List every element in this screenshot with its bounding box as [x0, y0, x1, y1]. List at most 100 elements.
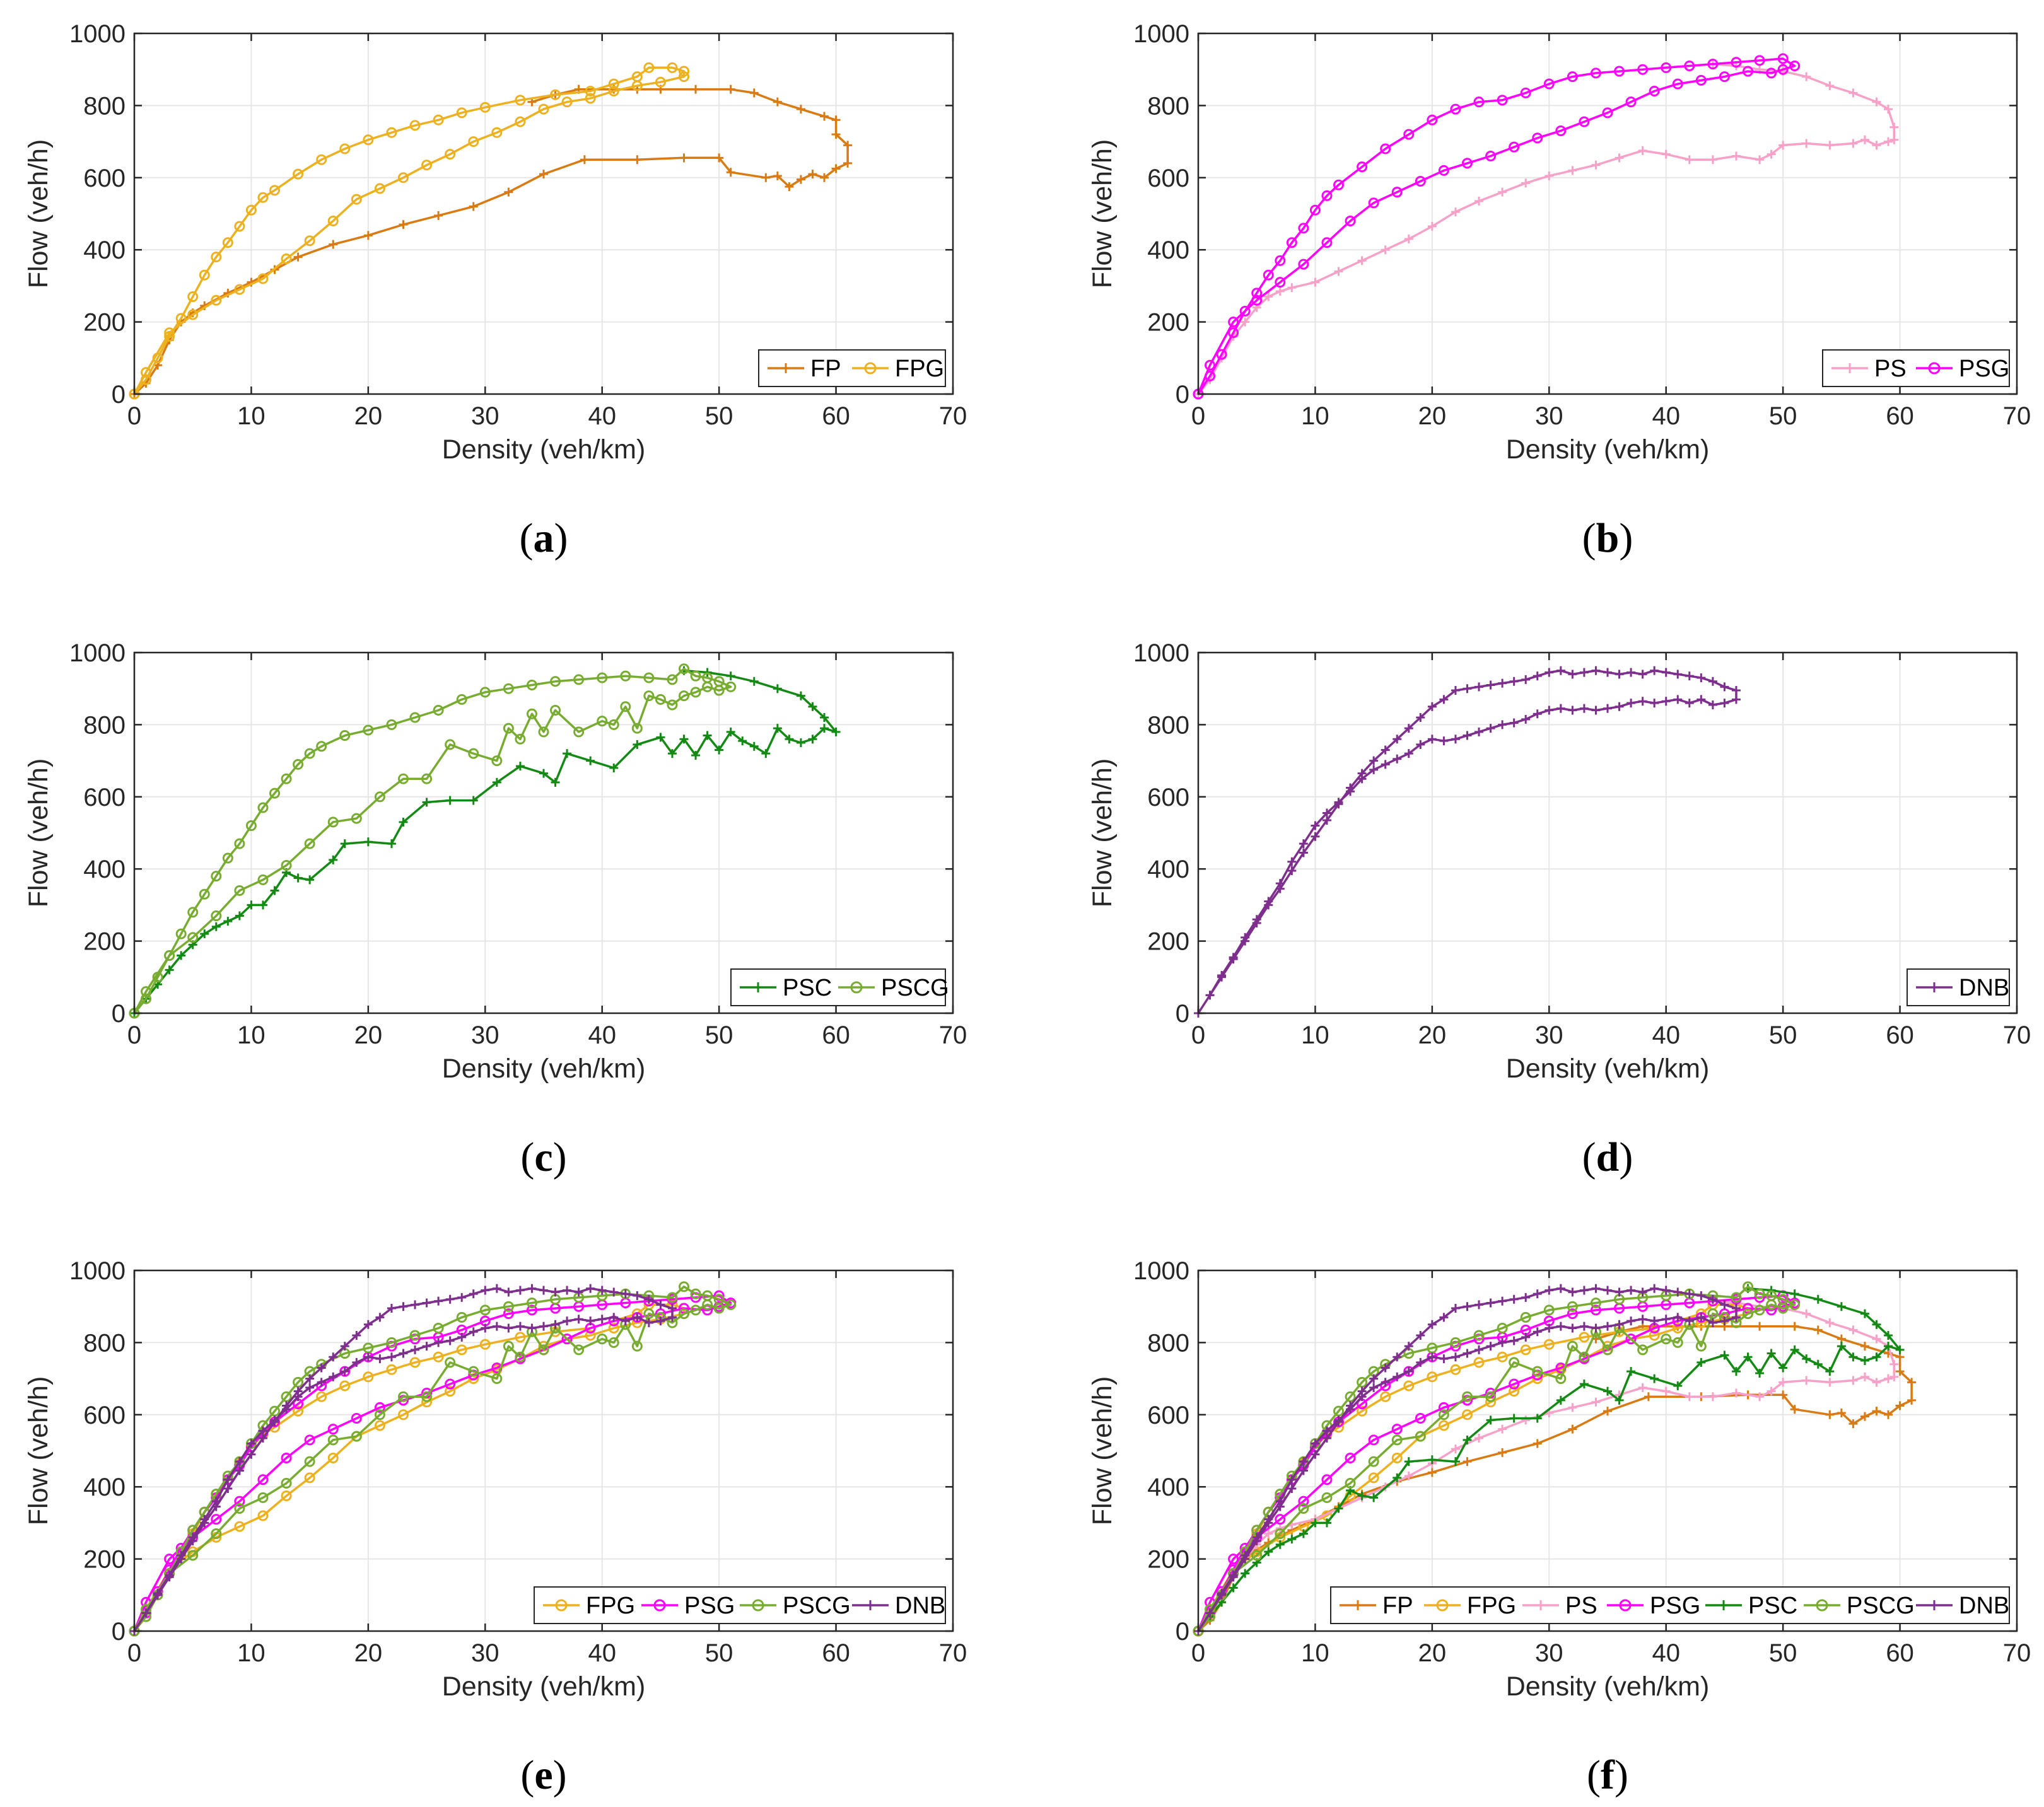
- data-point-FP: [434, 211, 443, 220]
- data-point-PSCG: [1357, 1376, 1368, 1388]
- y-tick-label: 0: [1176, 381, 1189, 409]
- data-point-FP: [785, 182, 794, 192]
- data-point-PSG: [1438, 165, 1449, 176]
- data-point-PSG: [1579, 116, 1590, 127]
- data-point-DNB: [165, 1571, 174, 1580]
- data-point-PSCG: [468, 748, 479, 759]
- legend-marker-PSG: [653, 1599, 666, 1612]
- panel-c: 0 10 20 30 40 50 60 70 0 200 400 600 800 1000 Density …: [23, 639, 967, 1180]
- data-point-PSG: [1661, 62, 1672, 73]
- y-tick-label: 1000: [69, 639, 126, 667]
- data-point-PSC: [387, 839, 396, 849]
- data-point-DNB: [1708, 1318, 1717, 1327]
- panel-caption: (d): [1582, 1134, 1633, 1180]
- data-point-PS: [1334, 267, 1343, 276]
- data-point-DNB: [1498, 1338, 1507, 1347]
- data-point-DNB: [1311, 1439, 1320, 1448]
- data-point-DNB: [1615, 702, 1624, 711]
- data-point-FPG: [468, 136, 479, 148]
- data-point-PS: [1802, 1376, 1811, 1385]
- data-point-PSCG: [1731, 1292, 1742, 1303]
- data-point-FPG: [304, 1472, 315, 1484]
- data-point-DNB: [363, 1320, 373, 1329]
- data-point-FPG: [316, 154, 327, 165]
- data-point-DNB: [1299, 848, 1308, 857]
- data-point-PSG: [1357, 161, 1368, 173]
- data-point-DNB: [141, 1608, 151, 1618]
- data-point-FPG: [608, 86, 619, 97]
- data-point-PSC: [270, 886, 279, 895]
- y-tick-label: 0: [112, 381, 126, 409]
- data-point-FPG: [141, 367, 152, 378]
- x-tick-label: 20: [1418, 1021, 1447, 1049]
- data-point-DNB: [1404, 1367, 1413, 1376]
- data-point-DNB: [539, 1322, 548, 1331]
- data-point-PSCG: [1754, 1288, 1765, 1299]
- data-point-PS: [1825, 1318, 1835, 1327]
- data-point-DNB: [1498, 678, 1507, 688]
- data-point-PS: [1731, 151, 1741, 161]
- data-point-DNB: [434, 1338, 443, 1347]
- data-point-DNB: [527, 1323, 537, 1333]
- y-axis-title: Flow (veh/h): [1087, 1376, 1118, 1526]
- panel-caption: (a): [520, 515, 568, 561]
- data-point-PSC: [211, 922, 221, 931]
- data-point-DNB: [609, 1313, 619, 1322]
- data-point-PSC: [808, 735, 817, 744]
- data-point-FPG: [585, 1330, 596, 1341]
- data-point-DNB: [399, 1349, 408, 1358]
- data-point-PSCG: [713, 685, 725, 696]
- x-tick-label: 60: [1886, 1639, 1914, 1667]
- legend-label-PSCG: PSCG: [783, 1593, 851, 1619]
- data-point-PSCG: [397, 773, 409, 784]
- data-point-PSCG: [1579, 1351, 1590, 1363]
- data-point-FP: [1872, 1407, 1881, 1416]
- data-point-PSCG: [281, 773, 292, 784]
- y-tick-label: 800: [83, 1329, 126, 1357]
- data-point-DNB: [1685, 699, 1694, 708]
- data-point-PSG: [1380, 143, 1391, 154]
- data-point-PSCG: [667, 699, 678, 711]
- data-point-FP: [1907, 1378, 1917, 1387]
- data-point-FP: [1463, 1457, 1472, 1467]
- data-point-PSC: [1404, 1457, 1413, 1467]
- x-axis-title: Density (veh/km): [442, 1054, 646, 1084]
- data-point-FPG: [234, 284, 245, 295]
- data-point-DNB: [1369, 756, 1379, 765]
- data-point-DNB: [1708, 700, 1717, 709]
- data-point-DNB: [1661, 1315, 1671, 1324]
- data-point-PSC: [820, 724, 829, 733]
- data-point-PSC: [1697, 1357, 1706, 1367]
- data-point-PSCG: [281, 859, 292, 871]
- data-point-FPG: [608, 1323, 619, 1334]
- data-point-PSCG: [608, 719, 619, 730]
- data-point-PSC: [703, 731, 712, 740]
- data-point-PSC: [1427, 1455, 1437, 1465]
- data-point-PSCG: [1637, 1344, 1649, 1356]
- data-point-PSCG: [679, 1281, 690, 1293]
- data-point-DNB: [656, 1300, 665, 1310]
- data-point-PSG: [211, 1514, 222, 1525]
- data-point-PSC: [1872, 1352, 1881, 1362]
- plot-area: [134, 653, 953, 1013]
- data-point-PS: [1872, 1378, 1881, 1387]
- data-point-PSCG: [1777, 1303, 1789, 1314]
- data-point-PSG: [1766, 67, 1777, 79]
- data-point-PSCG: [363, 724, 374, 736]
- data-point-PSCG: [1766, 1299, 1777, 1310]
- data-point-PS: [1848, 1325, 1858, 1335]
- data-point-FP: [1837, 1408, 1846, 1417]
- data-point-PSG: [1415, 176, 1426, 187]
- data-point-PSC: [305, 875, 315, 885]
- data-point-FPG: [339, 143, 351, 154]
- data-point-DNB: [1509, 718, 1519, 728]
- data-point-DNB: [633, 1313, 642, 1322]
- data-point-PSC: [340, 839, 349, 849]
- data-point-PSC: [1767, 1286, 1776, 1295]
- data-point-PSCG: [702, 681, 713, 692]
- data-point-DNB: [305, 1383, 315, 1392]
- data-point-FPG: [397, 172, 409, 183]
- data-point-DNB: [1264, 1514, 1273, 1524]
- y-tick-label: 1000: [1133, 1257, 1189, 1285]
- data-point-PSCG: [1473, 1330, 1485, 1341]
